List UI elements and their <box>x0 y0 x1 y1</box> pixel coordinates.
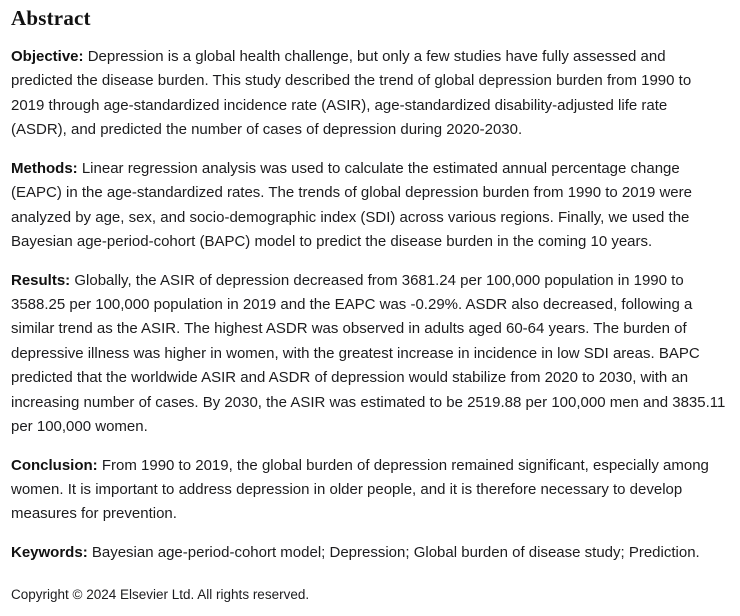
methods-text: Linear regression analysis was used to c… <box>11 159 692 251</box>
abstract-section-conclusion: Conclusion: From 1990 to 2019, the globa… <box>11 454 726 527</box>
conclusion-label: Conclusion: <box>11 456 98 474</box>
abstract-section-objective: Objective: Depression is a global health… <box>11 45 726 143</box>
keywords-text: Bayesian age-period-cohort model; Depres… <box>91 543 700 561</box>
results-label: Results: <box>11 271 71 289</box>
objective-text: Depression is a global health challenge,… <box>11 48 692 139</box>
conclusion-text: From 1990 to 2019, the global burden of … <box>11 456 709 523</box>
keywords-label: Keywords: <box>11 543 88 561</box>
results-text: Globally, the ASIR of depression decreas… <box>11 271 726 436</box>
abstract-heading: Abstract <box>11 6 91 30</box>
abstract-section-results: Results: Globally, the ASIR of depressio… <box>11 269 726 440</box>
abstract-section-methods: Methods: Linear regression analysis was … <box>11 157 726 255</box>
abstract-section-keywords: Keywords: Bayesian age-period-cohort mod… <box>11 541 726 565</box>
copyright-notice: Copyright © 2024 Elsevier Ltd. All right… <box>11 587 310 603</box>
methods-label: Methods: <box>11 159 78 177</box>
objective-label: Objective: <box>11 48 84 65</box>
